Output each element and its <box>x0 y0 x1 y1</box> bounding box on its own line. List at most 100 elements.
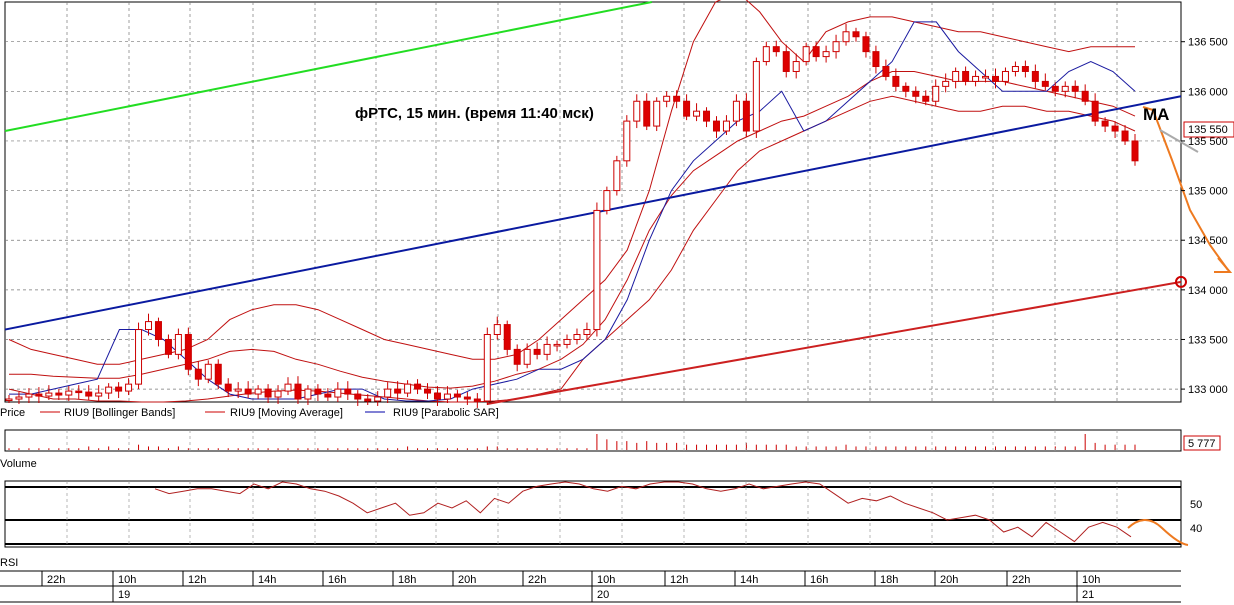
candle-body-57 <box>573 334 581 340</box>
candle-body-53 <box>533 348 541 355</box>
candle-body-2 <box>25 393 33 398</box>
candle-body-106 <box>1061 85 1069 92</box>
y-tick-label-7: 136 500 <box>1188 37 1228 49</box>
candle-body-58 <box>583 329 591 336</box>
candle-body-74 <box>742 100 750 132</box>
candle-body-93 <box>932 85 940 102</box>
candle-body-30 <box>304 388 312 400</box>
candle-body-7 <box>75 390 83 394</box>
y-tick-label-5: 135 500 <box>1188 136 1228 148</box>
candle-body-14 <box>145 321 153 331</box>
candle-body-69 <box>693 110 701 117</box>
candle-body-56 <box>563 338 571 345</box>
time-day-label-2: 21 <box>1082 589 1094 601</box>
candle-body-91 <box>912 90 920 97</box>
time-hour-label-9: 12h <box>670 574 688 586</box>
candle-body-43 <box>433 392 441 400</box>
candle-body-103 <box>1031 70 1039 82</box>
candle-body-104 <box>1041 80 1049 87</box>
forecast-arrowhead <box>1214 257 1233 273</box>
candle-body-86 <box>862 36 870 53</box>
candle-body-108 <box>1081 90 1089 102</box>
time-hour-label-6: 20h <box>458 574 476 586</box>
forecast-arrow <box>1142 106 1233 273</box>
candle-body-52 <box>523 348 531 365</box>
time-hour-label-13: 20h <box>940 574 958 586</box>
candle-body-27 <box>274 390 282 398</box>
legend-moving-average: RIU9 [Moving Average] <box>230 407 343 419</box>
candle-body-44 <box>443 393 451 400</box>
time-hour-label-15: 10h <box>1082 574 1100 586</box>
time-hour-label-10: 14h <box>740 574 758 586</box>
bollinger-upper <box>8 0 1135 365</box>
time-day-label-0: 19 <box>118 589 130 601</box>
time-day-label-1: 20 <box>597 589 609 601</box>
candle-body-26 <box>264 388 272 398</box>
candle-body-81 <box>812 46 820 58</box>
candles <box>5 23 1139 408</box>
legend-bollinger: RIU9 [Bollinger Bands] <box>64 407 175 419</box>
candle-body-96 <box>962 70 970 82</box>
candle-body-31 <box>314 388 322 395</box>
candle-body-79 <box>792 61 800 72</box>
candle-body-33 <box>334 388 342 398</box>
candle-body-40 <box>404 383 412 394</box>
candle-body-62 <box>623 120 631 162</box>
candle-body-0 <box>5 398 13 402</box>
candle-body-61 <box>613 160 621 192</box>
rsi-tick-40: 40 <box>1190 523 1202 535</box>
candle-body-51 <box>513 348 521 365</box>
candle-body-5 <box>55 392 63 396</box>
candle-body-76 <box>762 46 770 63</box>
time-hour-label-14: 22h <box>1012 574 1030 586</box>
candle-body-65 <box>653 100 661 127</box>
rsi-forecast-arrow <box>1127 519 1189 546</box>
candle-body-48 <box>483 334 491 402</box>
candle-body-41 <box>414 383 422 390</box>
time-hour-label-5: 18h <box>398 574 416 586</box>
candle-body-77 <box>772 46 780 53</box>
y-tick-label-3: 134 500 <box>1188 235 1228 247</box>
trendline-red-end <box>1175 275 1187 288</box>
candle-body-66 <box>663 95 671 102</box>
candle-body-94 <box>942 80 950 87</box>
time-hour-label-0: 22h <box>47 574 65 586</box>
volume-last-label: 5 777 <box>1188 438 1216 450</box>
rsi-tick-50: 50 <box>1190 499 1202 511</box>
time-axis: 22h 10h 12h 14h 16h 18h 20h 22h 10h 12h 14h 16h 18h 2… <box>0 570 1181 603</box>
y-tick-label-6: 136 000 <box>1188 86 1228 98</box>
time-hour-label-3: 14h <box>258 574 276 586</box>
candle-body-34 <box>344 388 352 395</box>
candle-body-84 <box>842 31 850 43</box>
candle-body-78 <box>782 51 790 72</box>
candle-body-68 <box>683 100 691 117</box>
candle-body-3 <box>35 393 43 397</box>
candle-body-25 <box>254 388 262 395</box>
volume-panel-label: Volume <box>0 458 37 470</box>
legend: Price RIU9 [Bollinger Bands] RIU9 [Movin… <box>0 407 499 419</box>
candle-body-80 <box>802 46 810 63</box>
candle-body-92 <box>922 95 930 102</box>
forecast-line <box>1142 106 1229 271</box>
candle-body-1 <box>15 396 23 400</box>
candle-body-10 <box>105 386 113 394</box>
candle-body-100 <box>1001 70 1009 82</box>
candle-body-99 <box>991 75 999 82</box>
price-panel: фРТС, 15 мин. (время 11:40 мск) МА <box>4 0 1233 408</box>
time-hour-label-8: 10h <box>597 574 615 586</box>
candle-body-109 <box>1091 100 1099 122</box>
forecast-gray-line <box>1159 129 1199 153</box>
candle-body-85 <box>852 31 860 38</box>
candle-body-83 <box>832 41 840 53</box>
candle-body-97 <box>972 75 980 82</box>
candle-body-71 <box>712 120 720 132</box>
moving-average-line <box>9 71 1136 389</box>
candle-body-15 <box>154 321 162 340</box>
candle-body-13 <box>135 329 143 385</box>
candle-body-49 <box>493 324 501 336</box>
y-tick-label-1: 133 500 <box>1188 334 1228 346</box>
bollinger-lower <box>8 95 1136 403</box>
candle-body-111 <box>1111 125 1119 132</box>
candle-body-63 <box>633 100 641 122</box>
legend-price: Price <box>0 407 25 419</box>
